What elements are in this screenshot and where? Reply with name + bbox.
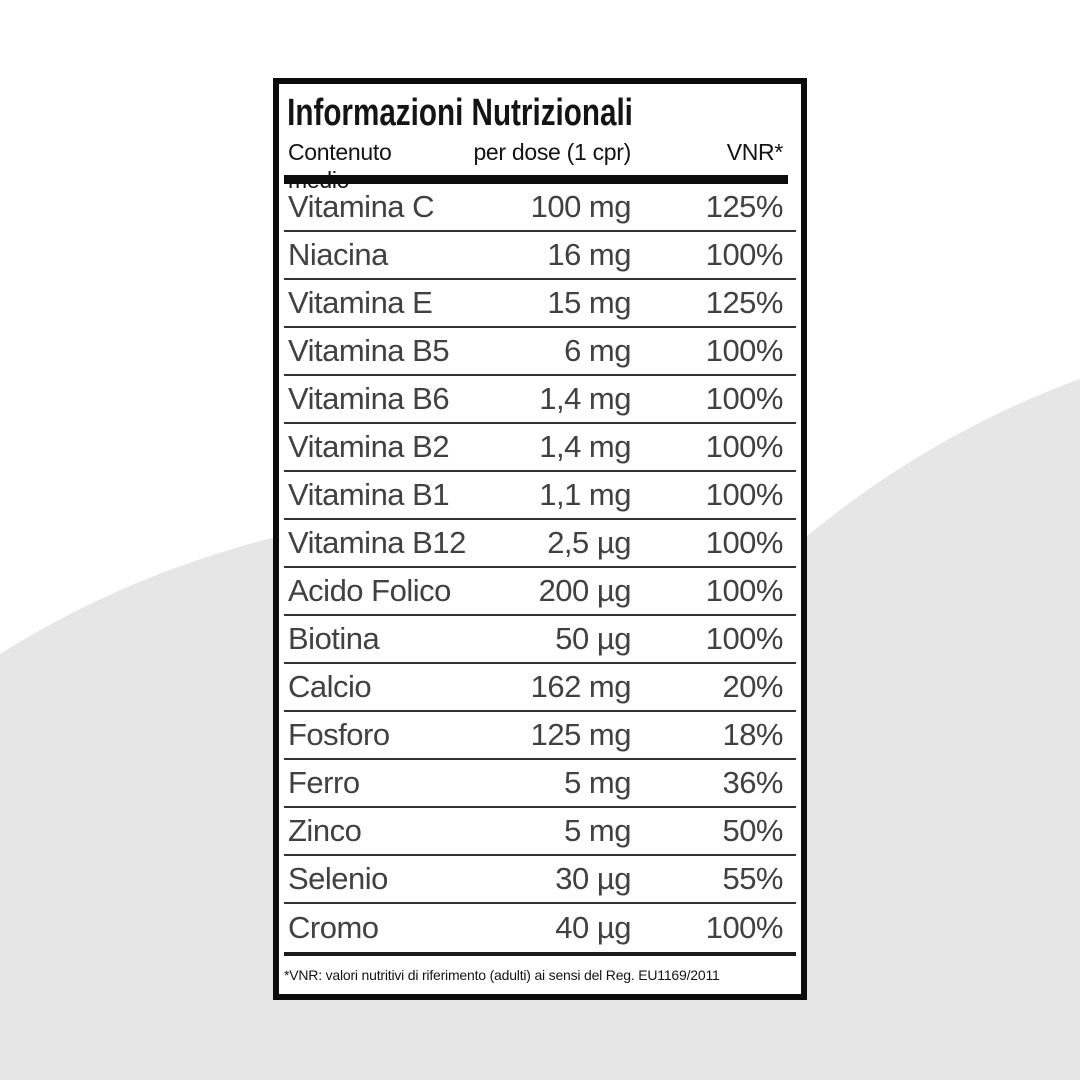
nutrient-amount: 5 mg bbox=[564, 813, 631, 848]
nutrient-name: Vitamina B2 bbox=[288, 429, 450, 464]
column-header-row: Contenuto medio per dose (1 cpr) VNR* bbox=[284, 138, 796, 193]
nutrient-vnr-percent: 100% bbox=[705, 429, 784, 464]
nutrient-amount: 6 mg bbox=[564, 333, 631, 368]
table-row: Cromo 40 µg 100% bbox=[284, 904, 796, 952]
panel-title: Informazioni Nutrizionali bbox=[284, 93, 796, 133]
nutrient-vnr-percent: 100% bbox=[705, 525, 784, 560]
table-row: Vitamina B12 2,5 µg 100% bbox=[284, 520, 796, 568]
nutrient-vnr-percent: 100% bbox=[705, 477, 784, 512]
table-row: Selenio 30 µg 55% bbox=[284, 856, 796, 904]
nutrient-name: Zinco bbox=[288, 813, 362, 848]
nutrient-vnr-percent: 100% bbox=[705, 910, 784, 945]
nutrient-amount: 30 µg bbox=[555, 861, 631, 896]
nutrient-amount: 1,4 mg bbox=[539, 429, 631, 464]
table-row: Vitamina B1 1,1 mg 100% bbox=[284, 472, 796, 520]
nutrient-amount: 50 µg bbox=[555, 621, 631, 656]
nutrient-vnr-percent: 18% bbox=[722, 717, 783, 752]
table-row: Ferro 5 mg 36% bbox=[284, 760, 796, 808]
nutrient-name: Acido Folico bbox=[288, 573, 451, 608]
table-row: Vitamina B5 6 mg 100% bbox=[284, 328, 796, 376]
column-header-contenuto-medio: Contenuto medio bbox=[288, 139, 392, 193]
nutrient-vnr-percent: 20% bbox=[722, 669, 783, 704]
table-row: Acido Folico 200 µg 100% bbox=[284, 568, 796, 616]
nutrient-name: Vitamina B5 bbox=[288, 333, 450, 368]
nutrient-amount: 5 mg bbox=[564, 765, 631, 800]
column-header-per-dose: per dose (1 cpr) bbox=[473, 139, 631, 165]
nutrient-name: Vitamina B1 bbox=[288, 477, 450, 512]
nutrient-vnr-percent: 100% bbox=[705, 381, 784, 416]
nutrient-name: Vitamina B6 bbox=[288, 381, 450, 416]
panel-title-text: Informazioni Nutrizionali bbox=[287, 92, 633, 134]
table-row: Vitamina C 100 mg 125% bbox=[284, 184, 796, 232]
nutrient-amount: 15 mg bbox=[547, 285, 631, 320]
vnr-footnote: *VNR: valori nutritivi di riferimento (a… bbox=[284, 967, 720, 983]
nutrient-vnr-percent: 36% bbox=[722, 765, 783, 800]
nutrient-amount: 200 µg bbox=[538, 573, 632, 608]
nutrient-vnr-percent: 100% bbox=[705, 573, 784, 608]
nutrient-name: Vitamina B12 bbox=[288, 525, 466, 560]
nutrient-name: Fosforo bbox=[288, 717, 390, 752]
nutrient-name: Niacina bbox=[288, 237, 388, 272]
nutrient-amount: 1,1 mg bbox=[539, 477, 631, 512]
nutrient-vnr-percent: 125% bbox=[705, 285, 784, 320]
nutrient-amount: 2,5 µg bbox=[547, 525, 631, 560]
nutrient-name: Cromo bbox=[288, 910, 379, 945]
nutrient-vnr-percent: 100% bbox=[705, 333, 784, 368]
table-row: Fosforo 125 mg 18% bbox=[284, 712, 796, 760]
header-divider-bar bbox=[284, 175, 788, 184]
nutrient-name: Vitamina C bbox=[288, 189, 435, 224]
nutrient-name: Ferro bbox=[288, 765, 360, 800]
nutrient-table-body: Vitamina C 100 mg 125% Niacina 16 mg 100… bbox=[284, 184, 796, 956]
nutrient-amount: 100 mg bbox=[530, 189, 632, 224]
nutrient-vnr-percent: 55% bbox=[722, 861, 783, 896]
nutrient-amount: 16 mg bbox=[547, 237, 631, 272]
nutrient-amount: 125 mg bbox=[530, 717, 632, 752]
nutrient-name: Vitamina E bbox=[288, 285, 433, 320]
nutrient-name: Selenio bbox=[288, 861, 388, 896]
table-row: Niacina 16 mg 100% bbox=[284, 232, 796, 280]
nutrient-name: Biotina bbox=[288, 621, 380, 656]
table-row: Vitamina E 15 mg 125% bbox=[284, 280, 796, 328]
nutrient-amount: 162 mg bbox=[530, 669, 632, 704]
table-row: Vitamina B6 1,4 mg 100% bbox=[284, 376, 796, 424]
column-header-vnr: VNR* bbox=[726, 139, 784, 165]
table-row: Vitamina B2 1,4 mg 100% bbox=[284, 424, 796, 472]
table-row: Zinco 5 mg 50% bbox=[284, 808, 796, 856]
nutrient-amount: 1,4 mg bbox=[539, 381, 631, 416]
nutrient-vnr-percent: 50% bbox=[722, 813, 783, 848]
nutrient-amount: 40 µg bbox=[555, 910, 631, 945]
table-row: Calcio 162 mg 20% bbox=[284, 664, 796, 712]
nutrient-vnr-percent: 125% bbox=[705, 189, 784, 224]
nutrient-name: Calcio bbox=[288, 669, 372, 704]
table-row: Biotina 50 µg 100% bbox=[284, 616, 796, 664]
nutrient-vnr-percent: 100% bbox=[705, 621, 784, 656]
nutrient-vnr-percent: 100% bbox=[705, 237, 784, 272]
nutrition-facts-panel: Informazioni Nutrizionali Contenuto medi… bbox=[273, 78, 807, 1000]
